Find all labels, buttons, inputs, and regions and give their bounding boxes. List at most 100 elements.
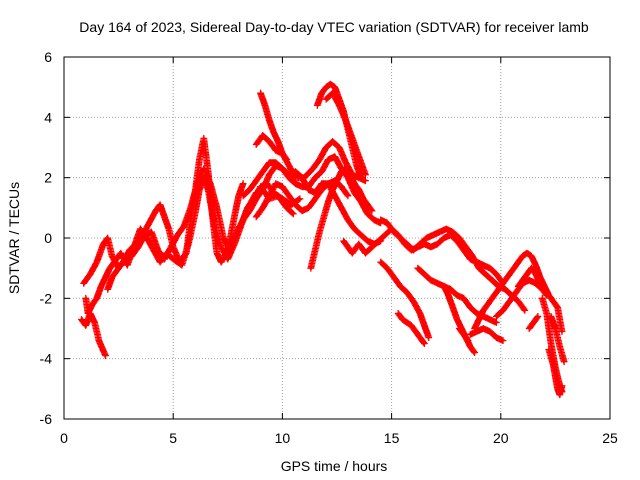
data-point: [268, 161, 271, 164]
x-tick-label: 5: [169, 430, 177, 446]
data-point: [364, 179, 367, 182]
data-point: [364, 251, 367, 255]
data-point: [495, 336, 498, 339]
data-point: [523, 309, 526, 312]
data-point: [91, 303, 94, 306]
data-point: [158, 203, 162, 206]
data-point: [414, 330, 417, 333]
data-point: [351, 137, 354, 140]
data-point: [152, 248, 155, 252]
data-point: [340, 185, 343, 188]
data-point: [182, 224, 186, 228]
data-point: [484, 273, 487, 276]
data-point: [289, 203, 293, 206]
data-point: [198, 158, 201, 161]
data-point: [89, 273, 92, 276]
data-point: [314, 197, 317, 200]
data-point: [169, 245, 173, 249]
data-point: [324, 98, 328, 101]
data-point: [209, 182, 212, 185]
data-point: [294, 203, 297, 206]
data-point: [451, 306, 454, 309]
data-point: [412, 300, 415, 303]
data-point: [84, 297, 88, 300]
data-point: [541, 297, 544, 300]
y-tick-label: 6: [44, 49, 52, 65]
series-arc-20: [466, 325, 507, 344]
data-point: [333, 194, 336, 197]
data-point: [104, 276, 107, 279]
data-point: [469, 333, 472, 336]
data-point: [418, 336, 422, 339]
data-point: [379, 218, 382, 222]
data-point: [196, 182, 199, 185]
data-point: [517, 260, 520, 264]
data-point: [233, 215, 236, 219]
data-point: [558, 393, 561, 397]
data-point: [386, 267, 389, 270]
data-point: [455, 318, 459, 321]
data-point: [193, 212, 197, 216]
y-tick-label: -6: [40, 411, 53, 427]
data-point: [429, 279, 433, 282]
data-point: [338, 104, 341, 107]
data-point: [560, 330, 564, 333]
data-point: [248, 209, 251, 212]
data-point: [324, 146, 328, 149]
data-point: [445, 227, 448, 231]
data-point: [281, 185, 284, 188]
data-point: [351, 251, 354, 255]
data-point: [298, 197, 302, 200]
data-point: [320, 188, 323, 191]
data-point: [274, 182, 277, 185]
data-point: [538, 282, 542, 285]
data-point: [501, 309, 505, 312]
data-point: [276, 194, 280, 197]
data-point: [552, 300, 555, 303]
data-point: [268, 194, 271, 197]
data-point: [300, 209, 304, 212]
data-point: [255, 215, 258, 219]
data-point: [263, 104, 267, 107]
data-point: [95, 297, 99, 300]
data-point: [554, 375, 557, 378]
data-point: [132, 245, 136, 249]
data-point: [392, 276, 395, 279]
data-point: [124, 257, 127, 261]
data-point: [499, 285, 502, 288]
data-point: [320, 92, 323, 95]
x-tick-label: 20: [493, 430, 509, 446]
data-point: [486, 303, 489, 306]
series-arc-27: [547, 313, 568, 366]
series-arc-6: [239, 159, 385, 248]
data-point: [366, 239, 369, 243]
data-point: [318, 158, 321, 161]
data-point: [333, 86, 336, 89]
data-point: [549, 315, 553, 318]
data-point: [307, 188, 310, 191]
data-point: [532, 321, 535, 324]
data-point: [80, 318, 83, 321]
data-point: [327, 182, 330, 185]
data-point: [342, 239, 345, 243]
data-point: [119, 251, 123, 255]
data-point: [353, 191, 356, 194]
data-point: [180, 263, 184, 267]
data-point: [383, 233, 387, 237]
data-point: [370, 209, 374, 212]
data-point: [255, 179, 258, 182]
data-point: [423, 273, 426, 276]
data-point: [331, 188, 334, 191]
data-point: [130, 254, 133, 258]
data-point: [399, 285, 402, 288]
data-point: [318, 230, 321, 234]
data-point: [366, 212, 369, 216]
data-point: [530, 267, 533, 270]
data-point: [466, 339, 470, 342]
data-point: [113, 260, 116, 264]
data-point: [104, 354, 107, 357]
tick-labels: 0 5 10 15 20 25 -6 -4 -2 0 2 4 6: [40, 49, 618, 446]
data-point: [163, 257, 166, 261]
data-point: [482, 309, 485, 312]
data-point: [110, 254, 114, 258]
